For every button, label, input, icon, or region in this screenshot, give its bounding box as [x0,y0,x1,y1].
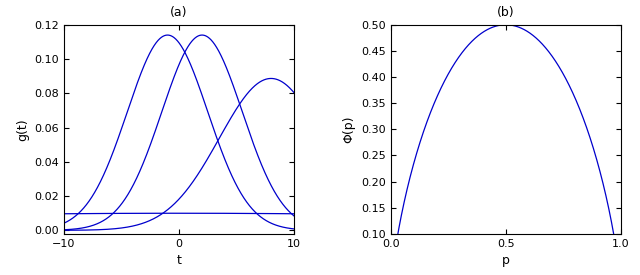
X-axis label: p: p [502,254,509,267]
X-axis label: t: t [177,254,182,267]
Title: (b): (b) [497,6,515,20]
Title: (a): (a) [170,6,188,20]
Y-axis label: Φ(p): Φ(p) [342,116,356,143]
Y-axis label: g(t): g(t) [16,118,29,141]
